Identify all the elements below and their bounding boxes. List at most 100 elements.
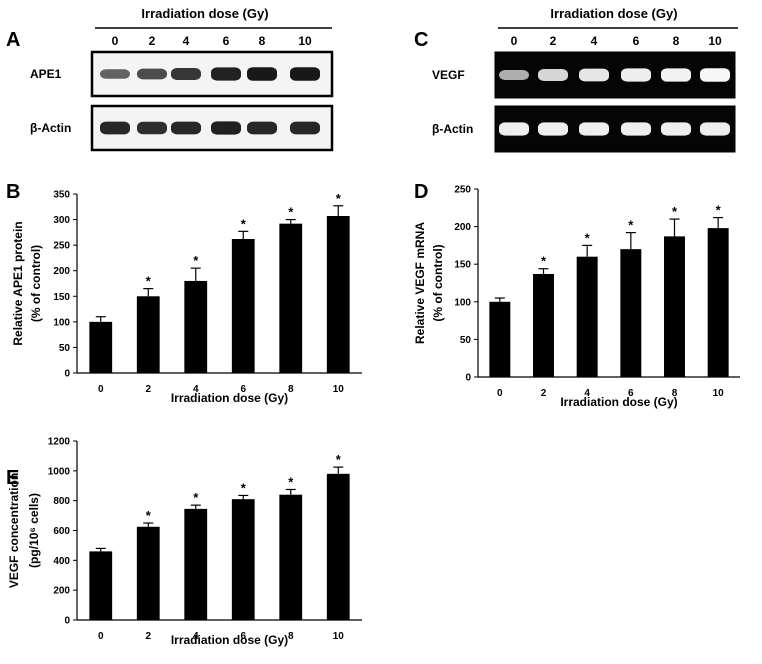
panel-letter: B xyxy=(6,181,20,203)
panel-letter: A xyxy=(6,29,20,51)
x-axis-title: Irradiation dose (Gy) xyxy=(171,633,288,647)
significance-marker: * xyxy=(628,218,634,233)
x-axis-title: Irradiation dose (Gy) xyxy=(171,391,288,405)
bar xyxy=(136,526,160,620)
significance-marker: * xyxy=(716,203,722,218)
bar xyxy=(533,273,554,377)
blot-band xyxy=(171,121,201,135)
blot-band xyxy=(247,121,277,135)
bar xyxy=(184,508,208,620)
y-tick-label: 200 xyxy=(53,586,70,597)
blot-title: Irradiation dose (Gy) xyxy=(141,6,268,21)
bar xyxy=(231,239,255,373)
y-tick-label: 100 xyxy=(53,317,70,328)
significance-marker: * xyxy=(241,216,247,231)
y-tick-label: 1200 xyxy=(48,437,71,448)
x-tick-label: 8 xyxy=(672,388,678,399)
blot-band xyxy=(621,68,651,82)
x-tick-label: 0 xyxy=(497,388,503,399)
blot-band xyxy=(579,122,609,136)
y-tick-label: 250 xyxy=(53,241,70,252)
y-axis-title: Relative VEGF mRNA xyxy=(413,222,427,344)
x-tick-label: 0 xyxy=(98,384,104,395)
y-tick-label: 200 xyxy=(53,266,70,277)
x-tick-label: 10 xyxy=(713,388,725,399)
bar xyxy=(664,236,685,377)
blot-band xyxy=(661,122,691,136)
bar xyxy=(707,228,729,377)
blot-band xyxy=(700,68,730,82)
y-tick-label: 200 xyxy=(454,222,471,233)
lane-label: 8 xyxy=(259,34,266,48)
blot-band xyxy=(290,121,320,135)
y-tick-label: 1000 xyxy=(48,466,71,477)
blot-band xyxy=(538,122,568,136)
x-tick-label: 10 xyxy=(333,631,345,642)
x-tick-label: 6 xyxy=(240,384,246,395)
x-tick-label: 4 xyxy=(193,631,199,642)
significance-marker: * xyxy=(193,253,199,268)
blot-membrane xyxy=(494,51,736,99)
blot-band xyxy=(137,68,167,80)
x-tick-label: 4 xyxy=(193,384,199,395)
chart-B: B 0 50 100 150 200 250 300 350 0 * 2 * 4 * 6 * 8 * 10 Irradi… xyxy=(6,181,362,405)
x-tick-label: 8 xyxy=(288,384,294,395)
bar xyxy=(576,256,598,377)
lane-label: 4 xyxy=(183,34,190,48)
x-axis-title: Irradiation dose (Gy) xyxy=(560,395,677,409)
lane-label: 10 xyxy=(298,34,312,48)
blot-row-label: VEGF xyxy=(432,68,465,82)
x-tick-label: 0 xyxy=(98,631,104,642)
x-tick-label: 2 xyxy=(145,384,151,395)
bar xyxy=(620,249,642,377)
lane-label: 8 xyxy=(673,34,680,48)
y-tick-label: 350 xyxy=(53,190,70,201)
bar xyxy=(89,321,113,373)
chart-E: E 0 200 400 600 800 1000 1200 0 * 2 * 4 * 6 * 8 * 10 Irradi… xyxy=(6,437,362,647)
y-axis-title: Relative APE1 protein xyxy=(11,221,25,345)
significance-marker: * xyxy=(146,274,152,289)
significance-marker: * xyxy=(541,254,547,269)
y-tick-label: 400 xyxy=(53,556,70,567)
panel-letter: D xyxy=(414,181,428,203)
x-tick-label: 6 xyxy=(240,631,246,642)
blot-band xyxy=(247,67,277,81)
significance-marker: * xyxy=(672,204,678,219)
y-axis-title: VEGF concentration xyxy=(7,473,21,588)
x-tick-label: 10 xyxy=(333,384,345,395)
significance-marker: * xyxy=(336,191,342,206)
bar xyxy=(326,215,350,373)
panel-letter: E xyxy=(6,467,19,489)
bar xyxy=(279,494,303,620)
x-tick-label: 4 xyxy=(584,388,590,399)
x-tick-label: 6 xyxy=(628,388,634,399)
blot-title: Irradiation dose (Gy) xyxy=(550,6,677,21)
y-tick-label: 0 xyxy=(64,369,70,380)
significance-marker: * xyxy=(146,508,152,523)
y-tick-label: 50 xyxy=(460,335,472,346)
y-tick-label: 50 xyxy=(59,343,71,354)
significance-marker: * xyxy=(241,480,247,495)
blot-band xyxy=(700,122,730,136)
bar xyxy=(89,551,113,620)
significance-marker: * xyxy=(193,490,199,505)
significance-marker: * xyxy=(585,230,591,245)
blot-band xyxy=(499,70,529,80)
blot-band xyxy=(621,122,651,136)
blot-band xyxy=(538,69,568,81)
y-tick-label: 250 xyxy=(454,185,471,196)
significance-marker: * xyxy=(288,474,294,489)
y-tick-label: 800 xyxy=(53,496,70,507)
blot-panel-left: A Irradiation dose (Gy) 0 2 4 6 8 10 APE1 β-Actin xyxy=(6,6,334,152)
y-axis-subtitle: (% of control) xyxy=(29,245,43,322)
blot-band xyxy=(499,122,529,136)
blot-band xyxy=(211,67,241,81)
x-tick-label: 2 xyxy=(145,631,151,642)
blot-band xyxy=(100,69,130,79)
x-tick-label: 8 xyxy=(288,631,294,642)
lane-label: 0 xyxy=(112,34,119,48)
lane-label: 6 xyxy=(633,34,640,48)
blot-band xyxy=(137,121,167,135)
